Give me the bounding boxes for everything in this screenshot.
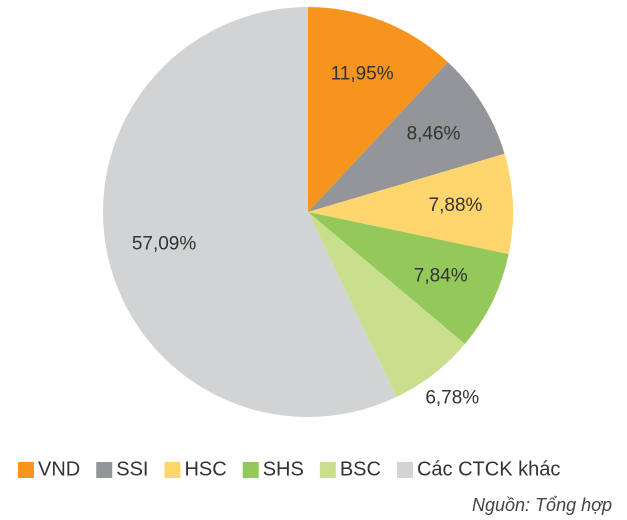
data-label: 7,84% — [414, 266, 468, 287]
legend-swatch — [396, 462, 413, 478]
legend-swatch — [18, 462, 34, 478]
data-label: 8,46% — [407, 123, 461, 144]
legend-label: VND — [38, 458, 80, 480]
data-label: 6,78% — [425, 387, 479, 408]
legend-swatch — [319, 462, 336, 478]
legend-label: Các CTCK khác — [417, 458, 560, 480]
legend-label: HSC — [184, 458, 226, 480]
data-label: 11,95% — [331, 64, 394, 85]
legend-label: BSC — [340, 458, 381, 480]
legend-label: SHS — [263, 458, 304, 480]
pie-slice — [308, 212, 509, 344]
legend-swatch — [96, 462, 113, 478]
pie-slice — [308, 153, 513, 255]
legend-swatch — [164, 462, 181, 478]
pie-slice — [308, 62, 505, 212]
pie-slice — [308, 7, 448, 212]
legend-label: SSI — [116, 458, 148, 480]
legend-swatch — [242, 462, 259, 478]
data-label: 7,88% — [429, 195, 483, 216]
source-note: Nguồn: Tổng hợp — [472, 495, 612, 515]
pie-slice — [103, 7, 397, 417]
pie-slice — [308, 212, 465, 397]
data-label: 57,09% — [132, 234, 197, 255]
